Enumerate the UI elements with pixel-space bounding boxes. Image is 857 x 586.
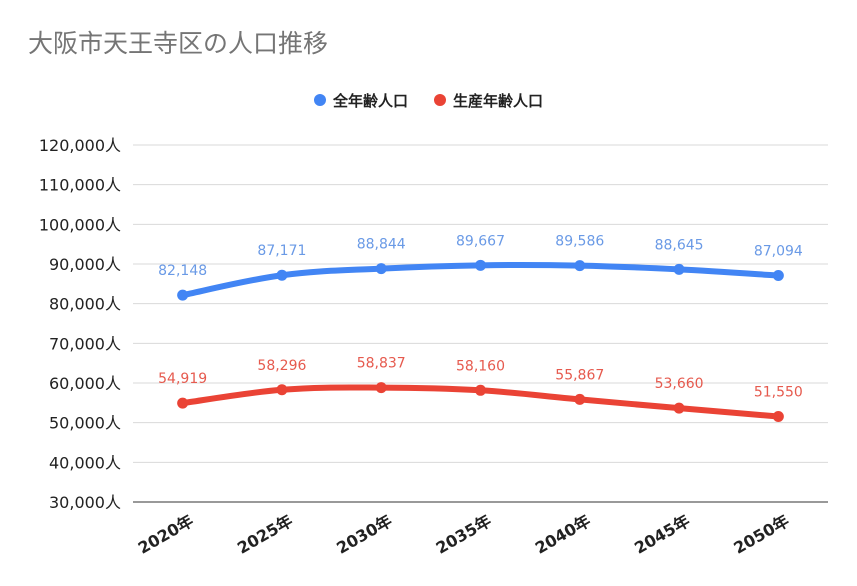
data-point-working-age xyxy=(772,411,784,423)
y-tick-label: 100,000人 xyxy=(39,215,121,234)
legend-marker-all-ages xyxy=(313,94,326,106)
data-label-working-age: 54,919 xyxy=(158,371,207,387)
legend-marker-working-age xyxy=(434,94,446,106)
x-tick-label: 2050年 xyxy=(730,511,792,558)
y-tick-label: 60,000人 xyxy=(49,374,121,393)
data-label-working-age: 53,660 xyxy=(655,376,704,392)
y-tick-label: 90,000人 xyxy=(49,255,121,274)
data-point-all-ages xyxy=(475,259,486,271)
data-label-all-ages: 88,844 xyxy=(357,237,406,253)
data-point-all-ages xyxy=(673,263,685,275)
data-point-working-age xyxy=(475,384,486,396)
y-tick-label: 40,000人 xyxy=(49,453,121,472)
data-label-working-age: 58,837 xyxy=(357,356,406,372)
data-label-all-ages: 89,586 xyxy=(555,234,604,250)
y-tick-label: 120,000人 xyxy=(39,136,121,155)
data-label-working-age: 55,867 xyxy=(555,367,604,383)
data-label-all-ages: 87,171 xyxy=(257,243,306,259)
legend-item-all-ages: 全年齢人口 xyxy=(313,90,408,111)
data-label-working-age: 51,550 xyxy=(754,385,803,401)
data-point-all-ages xyxy=(375,263,387,275)
x-tick-label: 2025年 xyxy=(234,511,296,558)
x-tick-label: 2045年 xyxy=(631,511,693,558)
x-tick-label: 2040年 xyxy=(532,511,594,558)
data-point-working-age xyxy=(375,382,387,394)
data-point-all-ages xyxy=(772,270,784,282)
data-point-all-ages xyxy=(276,269,288,281)
y-tick-label: 50,000人 xyxy=(49,414,121,433)
data-point-working-age xyxy=(673,402,685,414)
x-tick-label: 2020年 xyxy=(135,511,197,558)
data-point-working-age xyxy=(574,393,586,405)
data-point-all-ages xyxy=(177,289,189,301)
data-point-all-ages xyxy=(574,260,586,272)
data-label-all-ages: 89,667 xyxy=(456,233,505,249)
y-tick-label: 30,000人 xyxy=(49,493,121,512)
chart-title: 大阪市天王寺区の人口推移 xyxy=(28,29,329,58)
legend-item-working-age: 生産年齢人口 xyxy=(434,90,543,111)
y-tick-label: 80,000人 xyxy=(49,295,121,314)
data-label-all-ages: 88,645 xyxy=(655,237,704,253)
data-label-working-age: 58,296 xyxy=(257,358,306,374)
x-tick-label: 2035年 xyxy=(433,511,495,558)
data-label-all-ages: 87,094 xyxy=(754,244,803,260)
data-label-working-age: 58,160 xyxy=(456,358,505,374)
data-point-working-age xyxy=(177,397,189,409)
y-tick-label: 110,000人 xyxy=(39,176,121,195)
data-point-working-age xyxy=(276,384,288,396)
legend-label-all-ages: 全年齢人口 xyxy=(332,91,408,110)
legend-label-working-age: 生産年齢人口 xyxy=(453,91,544,110)
data-label-all-ages: 82,148 xyxy=(158,263,207,279)
legend: 全年齢人口 生産年齢人口 xyxy=(0,88,857,112)
x-tick-label: 2030年 xyxy=(333,511,395,558)
y-tick-label: 70,000人 xyxy=(49,334,121,353)
